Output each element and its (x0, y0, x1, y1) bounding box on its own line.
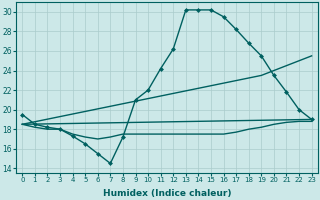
X-axis label: Humidex (Indice chaleur): Humidex (Indice chaleur) (103, 189, 231, 198)
